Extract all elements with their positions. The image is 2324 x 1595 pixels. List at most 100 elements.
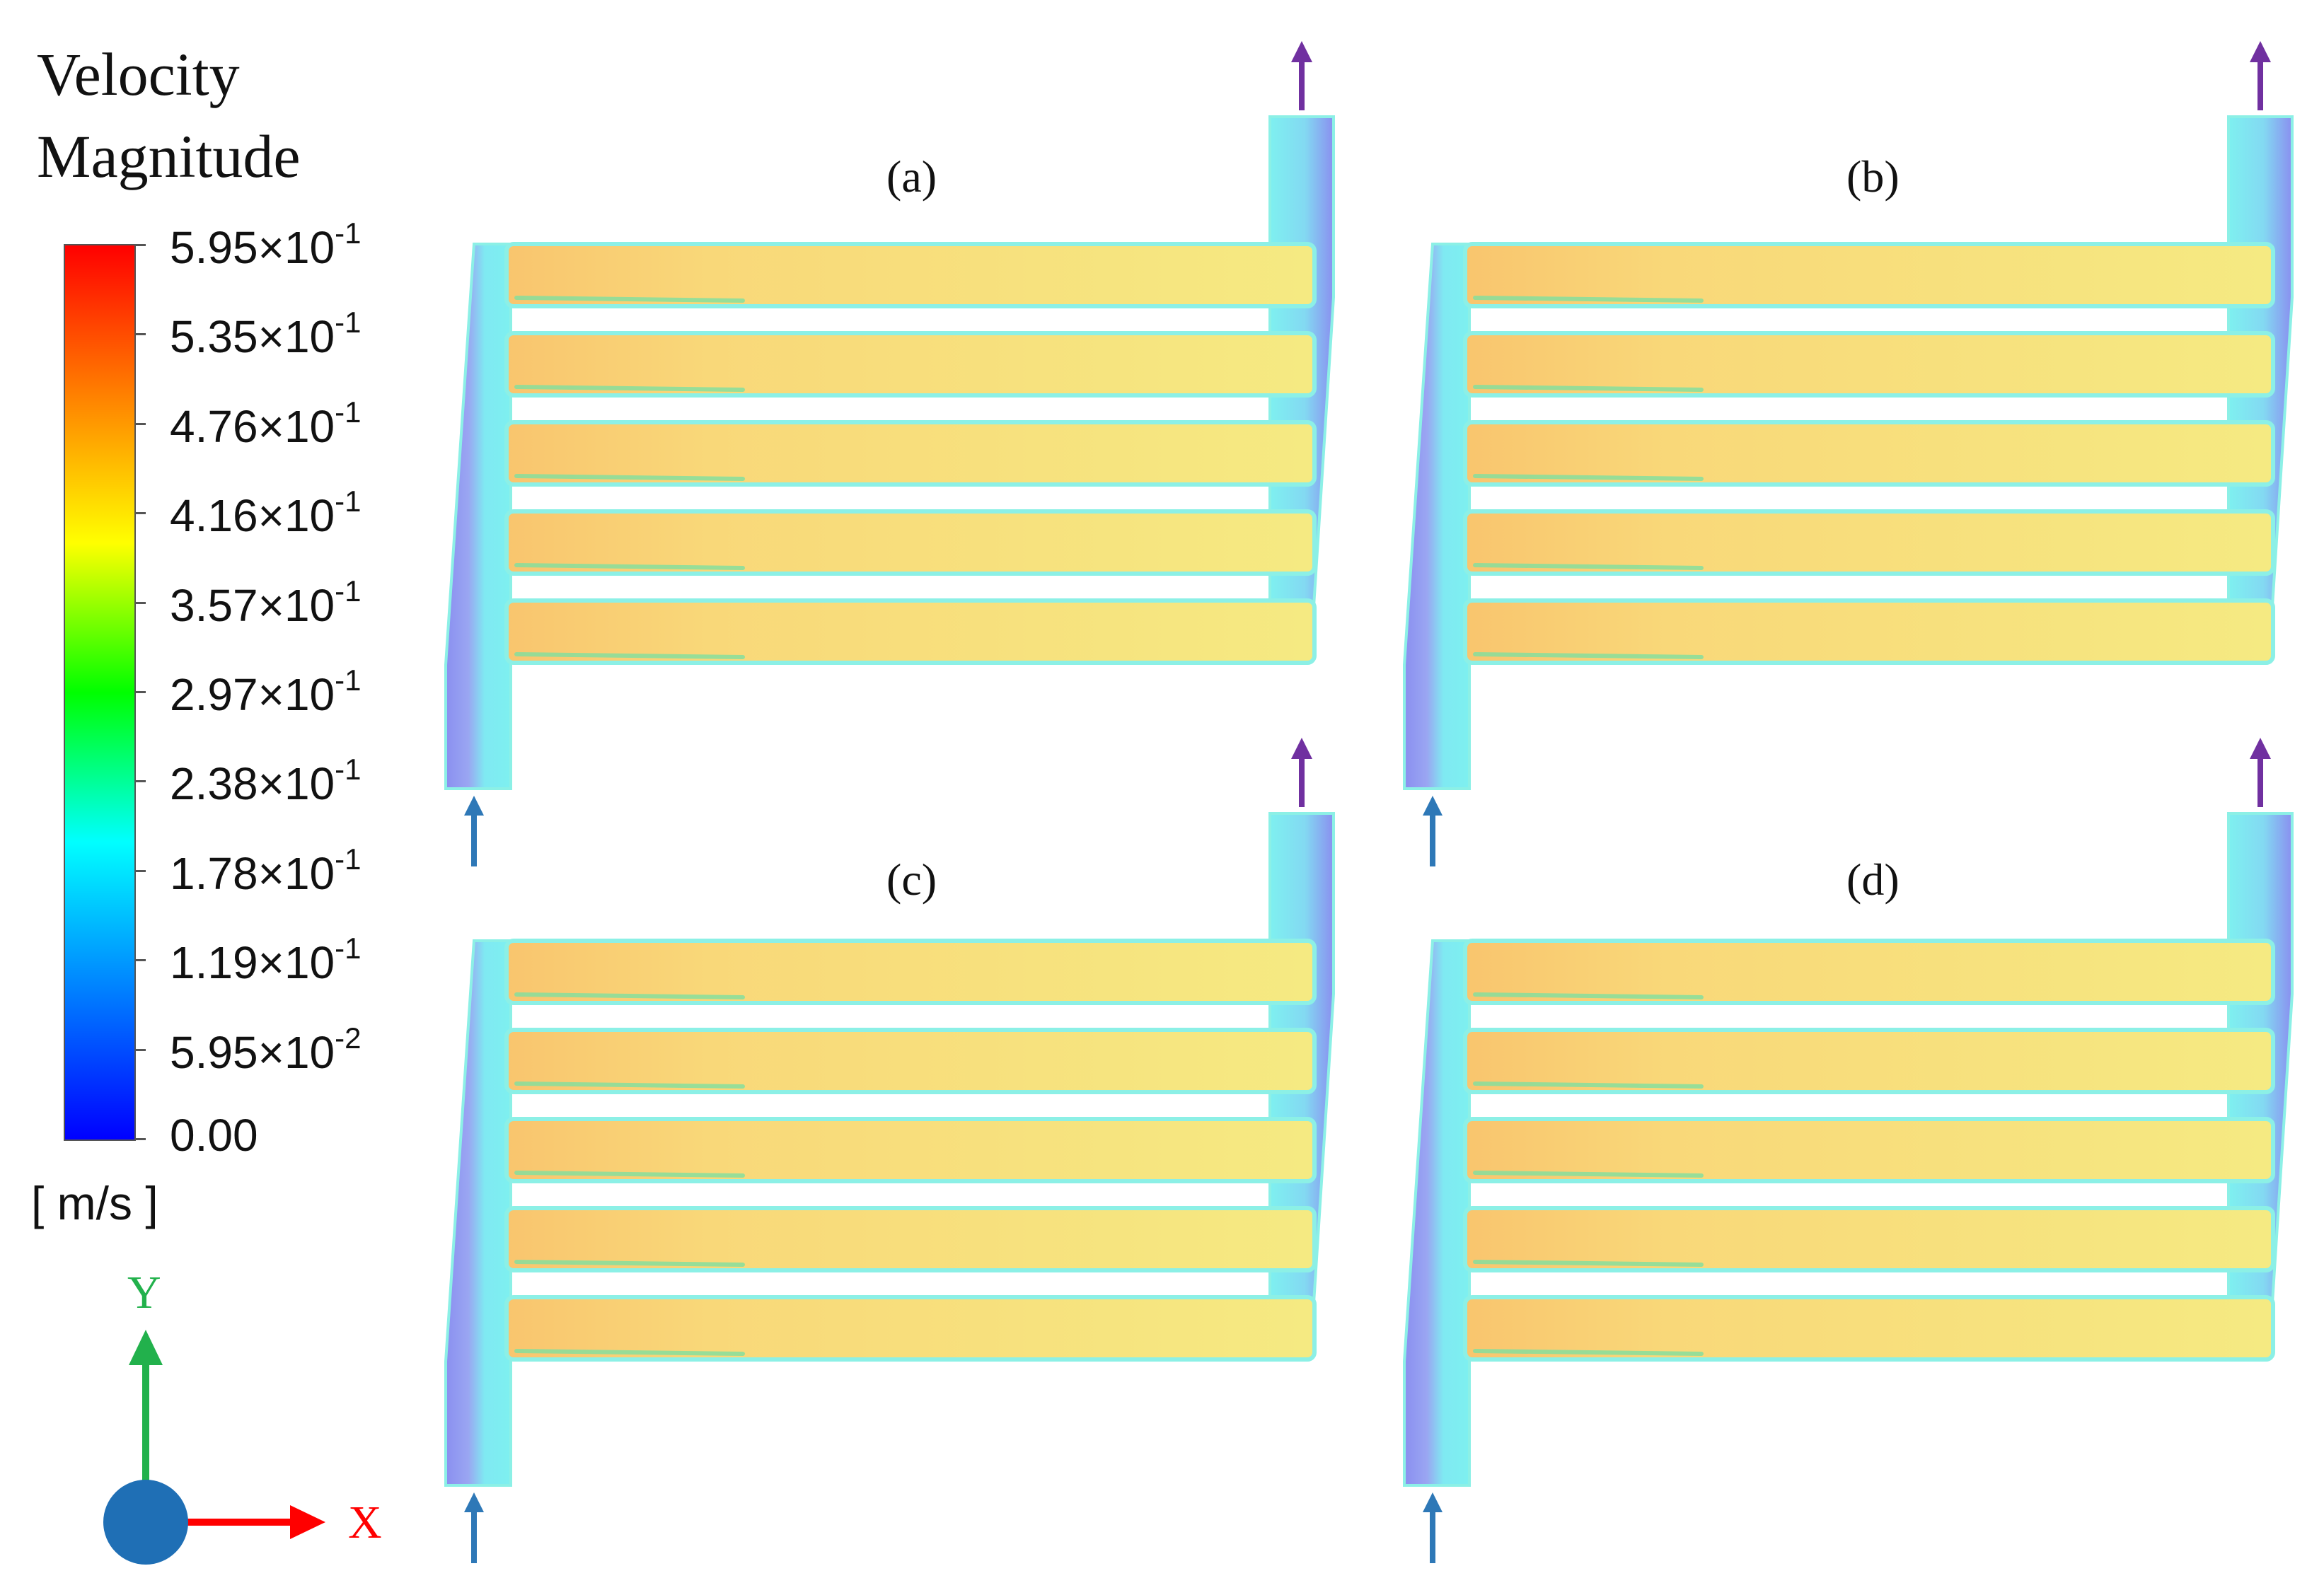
x-axis-arrowhead xyxy=(290,1505,325,1539)
colorbar-tick-label: 1.19×10-1 xyxy=(170,932,362,989)
colorbar-tick-label: 2.38×10-1 xyxy=(170,753,362,810)
flow-channel xyxy=(1463,242,2275,308)
colorbar-tick-mark xyxy=(134,1048,146,1051)
inlet-arrowhead xyxy=(1423,1492,1443,1512)
flow-channel xyxy=(504,1295,1317,1362)
tick-mantissa: 1.78×10 xyxy=(170,847,335,899)
y-axis-arrowhead xyxy=(129,1330,163,1365)
flow-channel xyxy=(504,1117,1317,1183)
colorbar-tick-mark xyxy=(134,780,146,783)
tick-exponent: -1 xyxy=(335,663,362,697)
inlet-arrowhead xyxy=(1423,796,1443,816)
flow-channel xyxy=(1463,598,2275,665)
tick-mantissa: 5.95×10 xyxy=(170,1026,335,1078)
colorbar-tick-mark xyxy=(134,1138,146,1140)
channel-boundary-layer xyxy=(1473,652,1704,659)
channel-boundary-layer xyxy=(514,1349,745,1356)
flow-channel xyxy=(1463,939,2275,1005)
flow-channel xyxy=(1463,1206,2275,1272)
legend-title-line2: Magnitude xyxy=(37,122,301,190)
flow-channel xyxy=(504,242,1317,308)
colorbar-tick-mark xyxy=(134,691,146,693)
tick-exponent: -2 xyxy=(335,1021,362,1055)
colorbar-tick-mark xyxy=(134,244,146,246)
panel-label-a: (a) xyxy=(886,151,937,202)
flow-channel xyxy=(504,420,1317,487)
flow-channel xyxy=(1463,1117,2275,1183)
colorbar-tick-mark xyxy=(134,512,146,515)
colorbar-tick-label: 5.95×10-1 xyxy=(170,216,362,273)
channel-boundary-layer xyxy=(514,652,745,659)
flow-channel xyxy=(504,939,1317,1005)
x-axis-label: X xyxy=(348,1497,382,1548)
channel-boundary-layer xyxy=(1473,1081,1704,1089)
channel-boundary-layer xyxy=(1473,296,1704,303)
channel-boundary-layer xyxy=(514,385,745,392)
inlet-manifold xyxy=(1403,939,1471,1487)
tick-mantissa: 0.00 xyxy=(170,1110,258,1161)
colorbar-tick-label: 4.76×10-1 xyxy=(170,397,361,452)
colorbar-tick-label: 1.78×10-1 xyxy=(170,844,361,899)
tick-mantissa: 5.95×10 xyxy=(170,222,335,273)
axis-triad xyxy=(103,1330,325,1565)
tick-exponent: -1 xyxy=(335,216,362,250)
flow-channel xyxy=(1463,1028,2275,1094)
channel-boundary-layer xyxy=(514,992,745,999)
inlet-arrowhead xyxy=(464,796,484,816)
flow-channel xyxy=(504,1206,1317,1272)
channel-boundary-layer xyxy=(514,474,745,481)
tick-mantissa: 3.57×10 xyxy=(170,579,335,631)
channel-boundary-layer xyxy=(514,1260,745,1267)
tick-mantissa: 5.35×10 xyxy=(170,311,335,363)
tick-mantissa: 2.38×10 xyxy=(170,758,335,810)
flow-channel xyxy=(504,509,1317,576)
colorbar-tick-label: 4.16×10-1 xyxy=(170,485,362,542)
outlet-arrowhead xyxy=(2250,738,2271,759)
colorbar-tick-mark xyxy=(134,869,146,872)
channel-boundary-layer xyxy=(514,296,745,303)
flow-channel xyxy=(1463,509,2275,576)
channel-boundary-layer xyxy=(1473,1171,1704,1178)
inlet-manifold xyxy=(1403,243,1471,790)
y-axis-label: Y xyxy=(127,1267,161,1318)
outlet-arrowhead xyxy=(1291,738,1312,759)
origin-dot xyxy=(103,1480,188,1565)
flow-channel xyxy=(504,331,1317,398)
tick-exponent: -1 xyxy=(335,932,362,965)
inlet-manifold xyxy=(444,243,512,790)
tick-exponent: -1 xyxy=(335,485,362,518)
tick-exponent: -1 xyxy=(335,753,362,787)
flow-channel xyxy=(1463,331,2275,398)
legend-unit: [ m/s ] xyxy=(31,1177,158,1229)
panel-label-c: (c) xyxy=(886,854,937,905)
panel-label-d: (d) xyxy=(1846,854,1900,905)
channel-boundary-layer xyxy=(1473,474,1704,481)
tick-exponent: -1 xyxy=(335,574,362,608)
colorbar-tick-mark xyxy=(134,333,146,336)
legend-title-line1: Velocity xyxy=(37,40,240,108)
tick-mantissa: 4.76×10 xyxy=(170,400,335,452)
flow-channel xyxy=(1463,1295,2275,1362)
tick-mantissa: 2.97×10 xyxy=(170,669,335,720)
colorbar-tick-mark xyxy=(134,422,146,425)
tick-exponent: -1 xyxy=(335,306,362,340)
channel-boundary-layer xyxy=(514,1081,745,1089)
colorbar-tick-label: 2.97×10-1 xyxy=(170,663,362,720)
colorbar-tick-mark xyxy=(134,959,146,962)
panel-label-b: (b) xyxy=(1846,151,1900,202)
colorbar-tick-label: 5.35×10-1 xyxy=(170,306,362,363)
inlet-arrowhead xyxy=(464,1492,484,1512)
tick-mantissa: 4.16×10 xyxy=(170,490,335,542)
tick-mantissa: 1.19×10 xyxy=(170,937,335,989)
colorbar-tick-label: 3.57×10-1 xyxy=(170,576,361,628)
flow-channel xyxy=(1463,420,2275,487)
colorbar-tick-label: 5.95×10-2 xyxy=(170,1023,361,1075)
colorbar-gradient xyxy=(65,245,134,1139)
channel-boundary-layer xyxy=(514,1171,745,1178)
channel-boundary-layer xyxy=(1473,1260,1704,1267)
flow-channel xyxy=(504,598,1317,665)
flow-channel xyxy=(504,1028,1317,1094)
colorbar-tick-label: 0.00 xyxy=(170,1113,258,1158)
